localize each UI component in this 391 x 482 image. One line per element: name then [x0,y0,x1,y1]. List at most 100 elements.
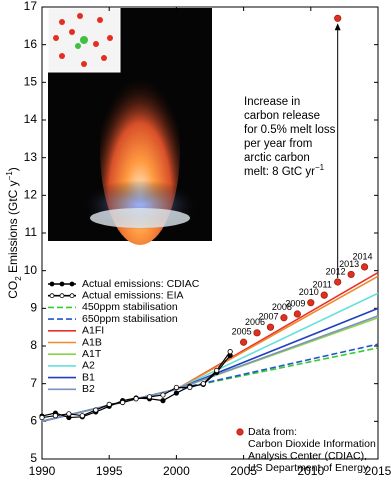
annotation: Increase in [244,96,300,108]
legend-marker [69,293,75,299]
data-point [240,338,248,346]
data-point [227,349,233,355]
data-point [334,278,342,286]
point-label: 2006 [245,317,265,327]
data-point [160,392,166,398]
y-tick-label: 6 [30,414,37,428]
y-tick-label: 16 [24,37,38,51]
data-point [266,323,275,331]
x-tick-label: 1990 [29,464,56,478]
data-point [173,390,179,396]
legend-label: A2 [82,360,95,372]
data-point [39,414,45,421]
legend-label: 450ppm stabilisation [82,301,178,313]
data-point [280,314,288,322]
annotation: per year from [244,138,312,150]
y-axis-label-part: Emissions (GtC y [6,180,20,276]
outlier-point [334,14,342,22]
data-point [93,407,99,413]
legend-marker [49,293,55,299]
point-label: 2008 [272,302,292,312]
legend-marker [59,293,65,299]
data-point [66,411,72,417]
annotation-line: carbon release [244,110,320,122]
x-tick-label: 2015 [365,464,391,478]
photo [47,7,212,245]
y-tick-label: 7 [30,376,37,390]
point-label: 2014 [353,251,373,261]
legend-label: 650ppm stabilisation [82,313,178,325]
y-tick-label: 10 [24,263,38,277]
data-point [320,291,328,299]
y-axis-label: CO2 Emissions (GtC y−1) [5,167,23,299]
point-label: 2013 [339,259,359,269]
data-point [307,299,315,307]
legend-marker [59,281,65,287]
data-point [79,413,85,419]
legend-marker [69,281,75,287]
annotation: carbon release [244,110,320,122]
point-label: 2005 [232,327,252,337]
data-note: US Department of Energy [248,462,369,474]
y-axis-label-part: −1 [5,171,14,181]
data-point [120,399,126,406]
data-point [146,394,153,400]
x-tick-label: 2005 [230,464,257,478]
data-point [133,396,139,402]
legend-label: Actual emissions: CDIAC [82,278,200,290]
y-axis-label-part: CO [6,281,20,299]
y-tick-label: 5 [30,451,37,465]
data-note: Analysis Center (CDIAC), [248,450,367,462]
point-label: 2010 [299,287,319,297]
annotation-line: for 0.5% melt loss [244,124,336,136]
y-tick-label: 17 [24,0,38,13]
legend-label: B2 [82,383,95,395]
annotation: arctic carbon [244,152,310,164]
y-tick-label: 15 [24,75,38,89]
point-label: 2011 [313,280,332,290]
y-tick-label: 8 [30,338,37,352]
y-tick-label: 9 [30,301,37,315]
legend-marker [49,281,55,287]
arrow-head [334,23,341,31]
point-label: 2009 [285,298,305,308]
legend-label: Data from: [248,426,297,438]
data-point [173,384,179,391]
legend-label: A1T [82,348,102,360]
y-tick-label: 14 [24,112,38,126]
annotation-line: melt: 8 GtC yr [244,166,315,178]
point-label: 2012 [326,266,346,276]
data-point [52,413,59,419]
data-point [160,398,166,404]
annotation: melt: 8 GtC yr−1 [244,163,325,178]
plot-frame [41,6,379,460]
data-note: Carbon Dioxide Information [248,438,376,450]
x-tick-label: 2010 [297,464,324,478]
legend-marker [236,428,244,436]
data-point [214,367,220,374]
data-point [253,329,261,337]
annotation-line: arctic carbon [244,152,310,164]
data-point [106,401,112,407]
legend-label: Actual emissions: EIA [82,289,184,301]
legend-label: A1B [82,336,102,348]
point-label: 2007 [258,312,278,322]
y-tick-label: 11 [25,225,38,239]
data-point [293,310,301,318]
y-axis-label-part: ) [6,167,20,171]
x-tick-label: 1995 [96,464,123,478]
data-point [187,384,193,391]
legend-label: B1 [82,371,95,383]
legend-label: A1FI [82,325,104,337]
annotation-sup: −1 [315,163,325,172]
data-point [347,270,355,279]
annotation-line: Increase in [244,96,300,108]
data-point [360,263,369,271]
annotation-line: per year from [244,138,312,150]
data-point [200,381,206,387]
y-tick-label: 13 [24,150,38,164]
x-tick-label: 2000 [163,464,190,478]
annotation: for 0.5% melt loss [244,124,336,136]
y-tick-label: 12 [24,188,38,202]
